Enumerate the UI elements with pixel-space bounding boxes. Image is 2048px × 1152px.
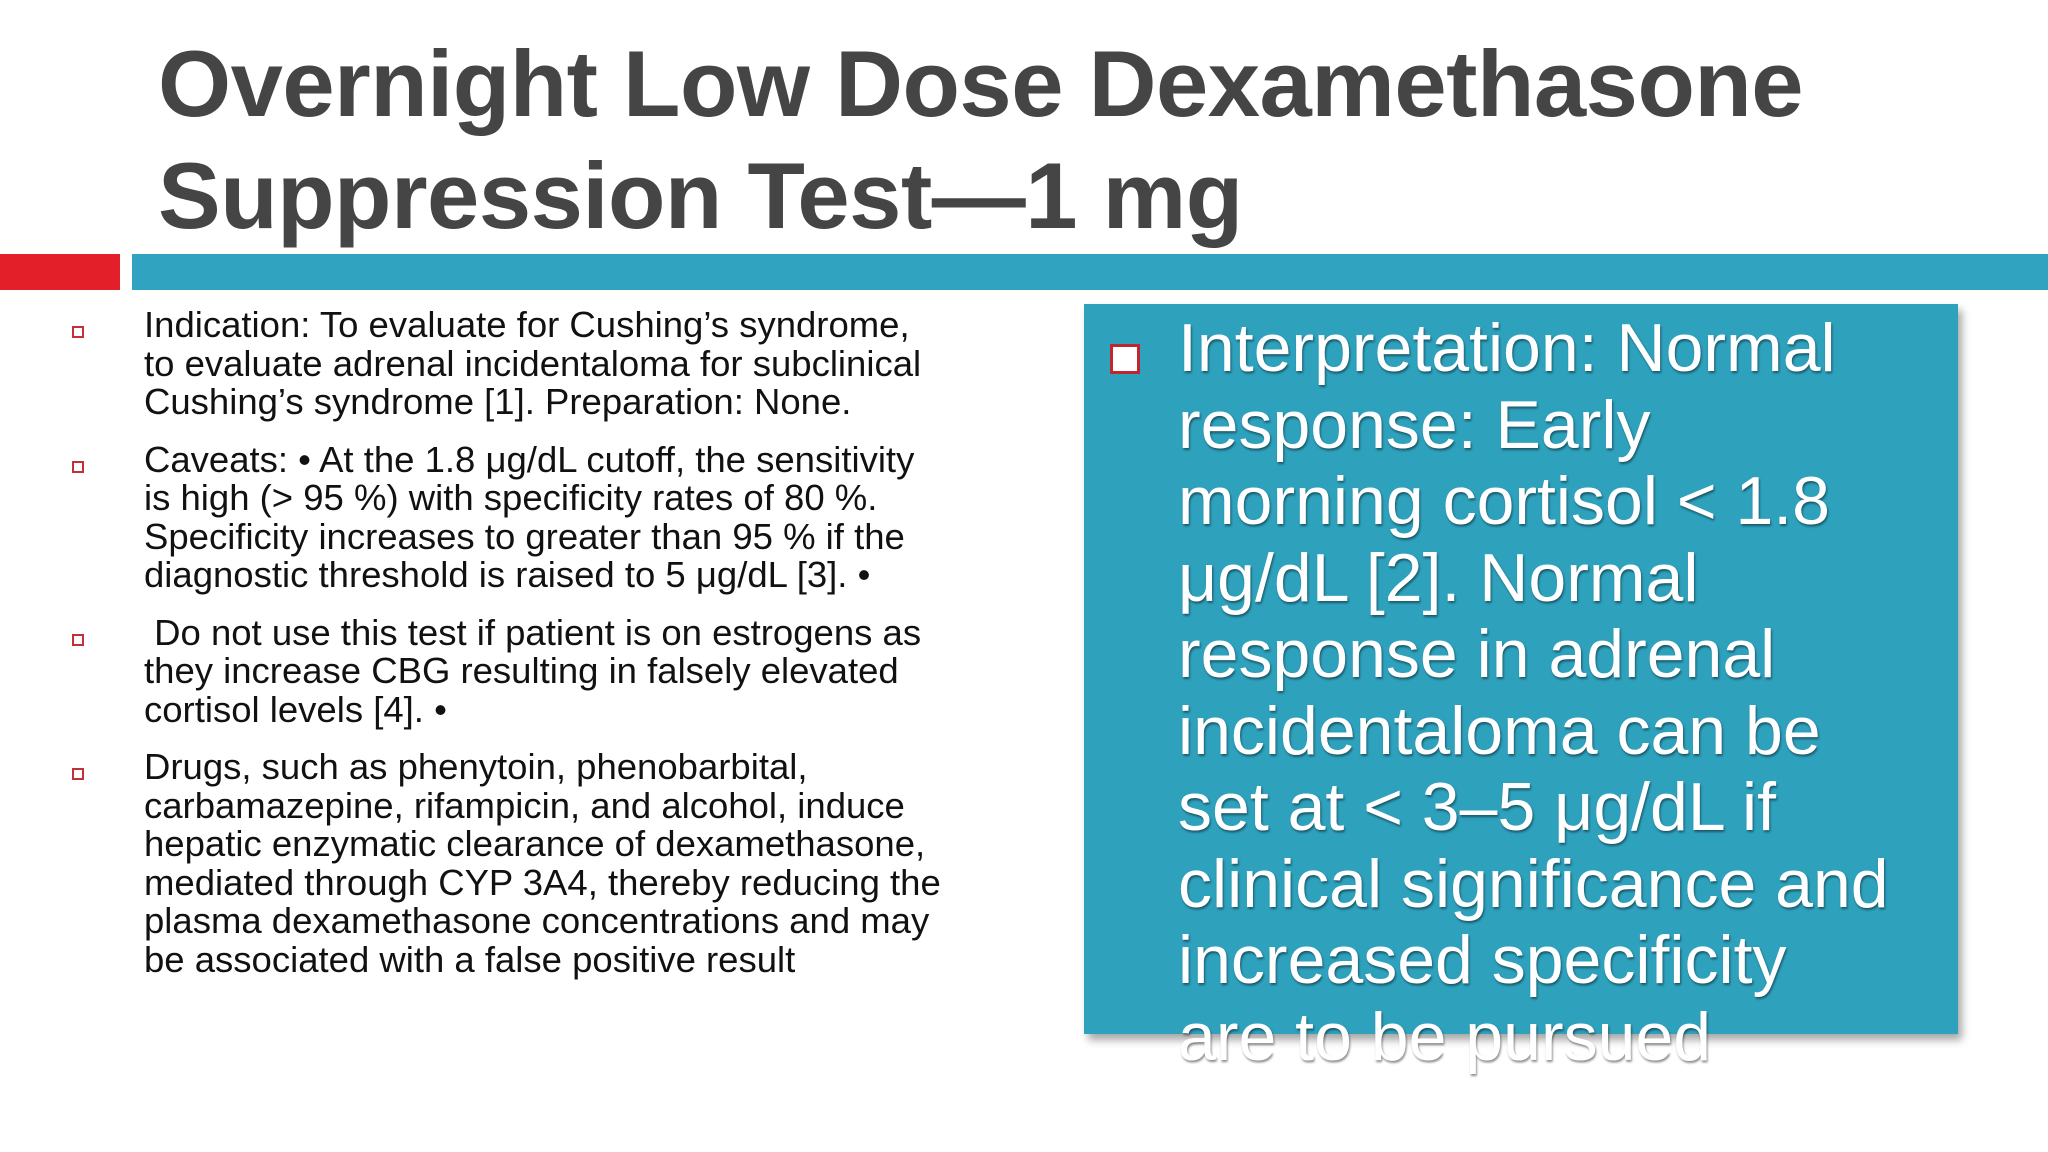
interpretation-line: set at < 3–5 μg/dL if — [1178, 769, 1777, 845]
interpretation-box — [1084, 304, 1958, 1034]
bullet-list: Indication: To evaluate for Cushing’s sy… — [60, 304, 1040, 998]
bullet-line: hepatic enzymatic clearance of dexametha… — [144, 823, 926, 864]
interpretation-line: increased specificity — [1178, 922, 1787, 998]
bullet-line: mediated through CYP 3A4, thereby reduci… — [144, 861, 941, 903]
red-accent-bar — [0, 254, 120, 290]
title-line-1: Overnight Low Dose Dexamethasone — [158, 31, 1804, 136]
bullet-line: Cushing’s syndrome [1]. Preparation: Non… — [144, 381, 852, 422]
bullet-line: cortisol levels [4]. • — [144, 688, 447, 730]
bullet-line: Do not use this test if patient is on es… — [144, 611, 922, 653]
bullet-drugs: Drugs, such as phenytoin, phenobarbital,… — [60, 746, 1040, 980]
bullet-indication: Indication: To evaluate for Cushing’s sy… — [60, 304, 1040, 422]
bullet-line: they increase CBG resulting in falsely e… — [144, 650, 899, 691]
interpretation-line: response: Early — [1178, 386, 1651, 463]
square-bullet-icon — [72, 460, 84, 473]
interpretation-line: incidentaloma can be — [1178, 692, 1821, 769]
interpretation-text: Interpretation: Normal response: Early m… — [1178, 310, 1978, 1075]
bullet-line: Indication: To evaluate for Cushing’s sy… — [144, 304, 910, 345]
bullet-line: Specificity increases to greater than 95… — [144, 515, 905, 557]
square-bullet-icon — [72, 326, 84, 338]
bullet-line: plasma dexamethasone concentrations and … — [144, 900, 930, 941]
interpretation-line: Interpretation: Normal — [1178, 310, 1836, 386]
bullet-line: is high (> 95 %) with specificity rates … — [144, 477, 878, 518]
teal-accent-bar — [132, 254, 2048, 290]
interpretation-line: clinical significance and — [1178, 845, 1889, 922]
interpretation-line: morning cortisol < 1.8 — [1178, 463, 1830, 539]
bullet-line: diagnostic threshold is raised to 5 μg/d… — [144, 554, 871, 595]
bullet-line: Drugs, such as phenytoin, phenobarbital, — [144, 746, 808, 787]
bullet-line: carbamazepine, rifampicin, and alcohol, … — [144, 784, 905, 826]
title-line-2: Suppression Test—1 mg — [158, 143, 1243, 248]
square-bullet-icon — [1110, 344, 1140, 374]
interpretation-line: are to be pursued — [1178, 998, 1712, 1075]
square-bullet-icon — [72, 768, 84, 780]
bullet-line: to evaluate adrenal incidentaloma for su… — [144, 342, 922, 384]
interpretation-line: response in adrenal — [1178, 616, 1776, 692]
square-bullet-icon — [72, 633, 84, 646]
interpretation-line: μg/dL [2]. Normal — [1178, 539, 1699, 616]
bullet-line: Caveats: • At the 1.8 μg/dL cutoff, the … — [144, 438, 915, 480]
bullet-line: be associated with a false positive resu… — [144, 938, 796, 980]
bullet-estrogens: Do not use this test if patient is on es… — [60, 611, 1040, 730]
slide-title: Overnight Low Dose Dexamethasone Suppres… — [158, 28, 1998, 252]
bullet-caveats: Caveats: • At the 1.8 μg/dL cutoff, the … — [60, 438, 1040, 595]
